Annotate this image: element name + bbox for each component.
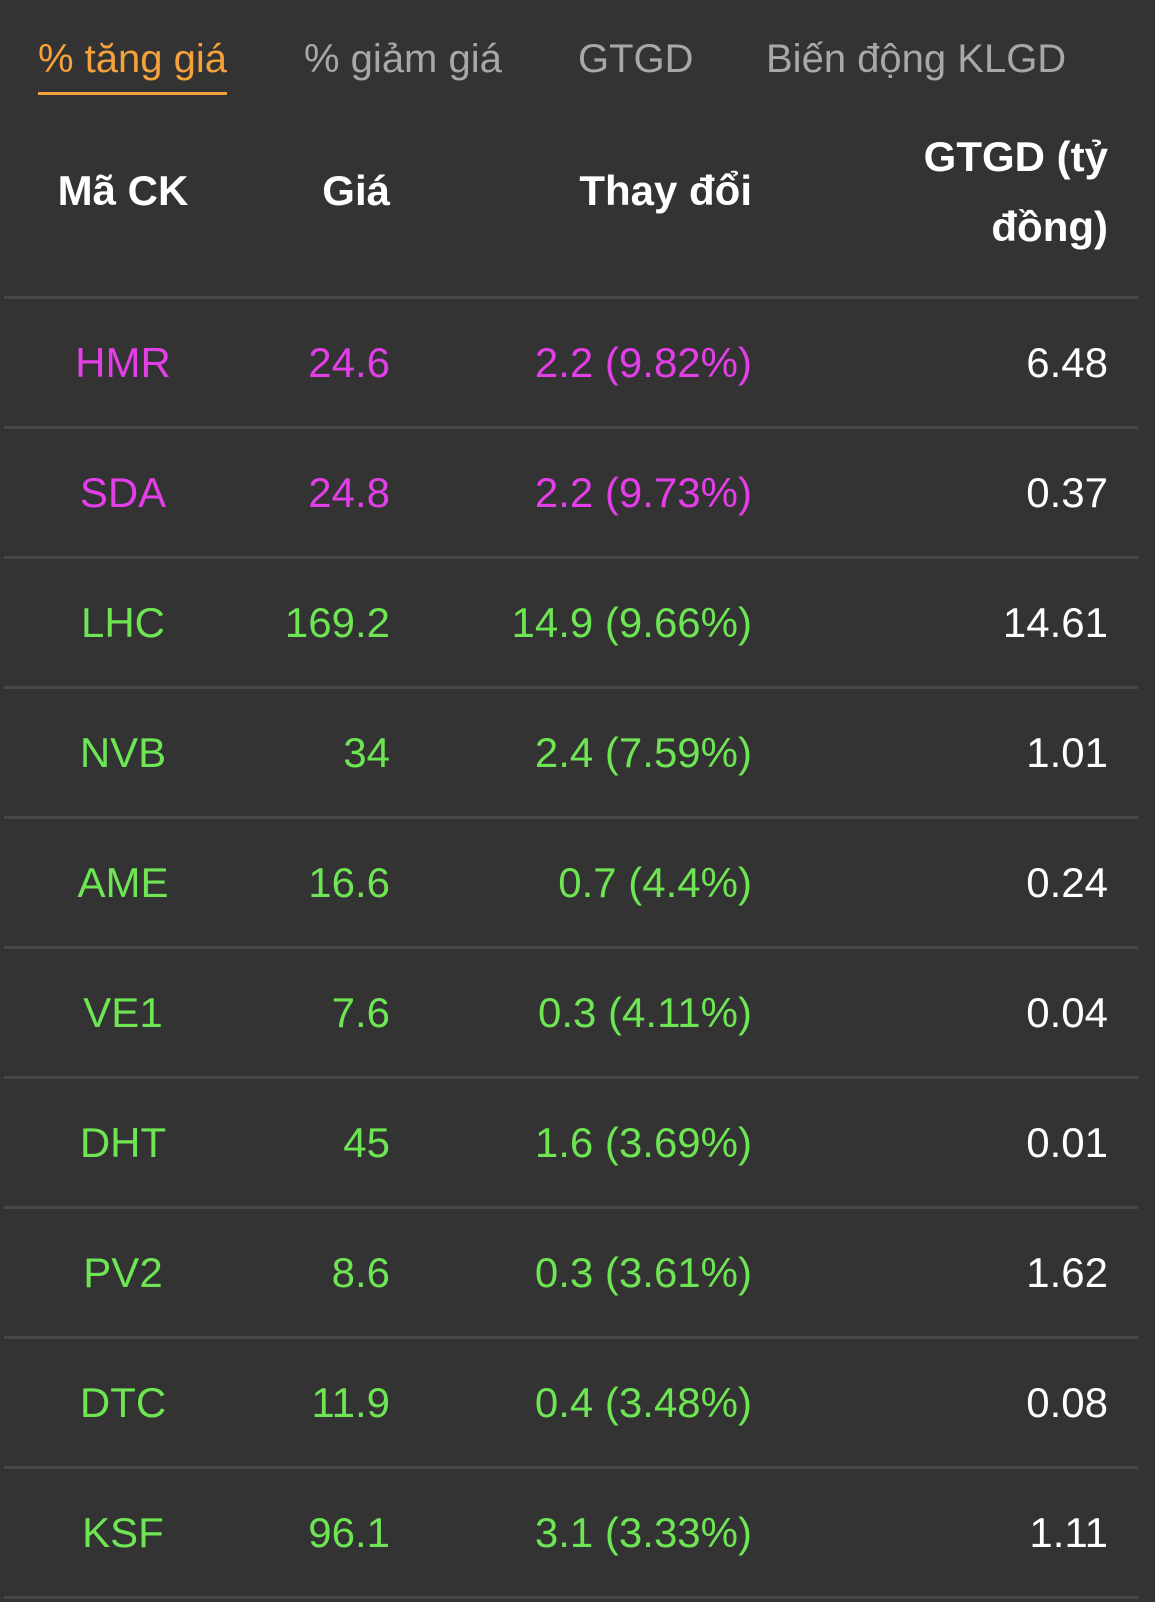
row-trading-value: 0.01 — [1026, 1119, 1108, 1166]
row-price: 24.8 — [308, 469, 390, 516]
row-code: SDA — [79, 469, 167, 516]
row-price: 96.1 — [308, 1509, 390, 1556]
row-change: 3.1 (3.33%) — [534, 1509, 752, 1556]
row-price: 34 — [343, 729, 390, 776]
row-trading-value: 0.24 — [1026, 859, 1108, 906]
row-trading-value: 1.62 — [1026, 1249, 1108, 1296]
row-change: 2.4 (7.59%) — [534, 729, 752, 776]
row-trading-value: 1.11 — [1029, 1509, 1108, 1556]
tab-trading-value[interactable]: GTGD — [578, 36, 694, 82]
row-price: 24.6 — [308, 339, 390, 386]
active-tab-underline — [38, 92, 228, 95]
row-code: DHT — [79, 1119, 167, 1166]
row-code: PV2 — [83, 1249, 163, 1296]
header-code[interactable]: Mã CK — [57, 167, 189, 214]
row-change: 0.3 (4.11%) — [538, 989, 752, 1036]
tab-price-increase-label: % tăng giá — [38, 37, 228, 81]
header-price[interactable]: Giá — [322, 167, 390, 214]
row-trading-value: 6.48 — [1026, 339, 1108, 386]
row-change: 0.4 (3.48%) — [534, 1379, 752, 1426]
row-code: HMR — [75, 339, 171, 386]
tab-price-decrease[interactable]: % giảm giá — [304, 36, 502, 82]
row-trading-value: 0.37 — [1026, 469, 1108, 516]
row-code: NVB — [79, 729, 167, 776]
row-code: AME — [77, 859, 169, 906]
row-price: 16.6 — [308, 859, 390, 906]
table-row[interactable]: AME 16.6 0.7 (4.4%) 0.24 — [4, 819, 1138, 949]
row-price: 169.2 — [284, 599, 390, 646]
row-change: 0.7 (4.4%) — [558, 859, 752, 906]
tab-price-decrease-label: % giảm giá — [304, 37, 502, 81]
tab-volume-change[interactable]: Biến động KLGD — [766, 36, 1066, 82]
row-change: 14.9 (9.66%) — [511, 599, 752, 646]
tab-volume-change-label: Biến động KLGD — [766, 37, 1067, 81]
table-header: Mã CK Giá Thay đổi GTGD (tỷ đồng) — [4, 120, 1138, 299]
row-trading-value: 0.04 — [1026, 989, 1108, 1036]
table-row[interactable]: DTC 11.9 0.4 (3.48%) 0.08 — [4, 1339, 1138, 1469]
table-row[interactable]: KSF 96.1 3.1 (3.33%) 1.11 — [4, 1469, 1138, 1599]
row-price: 45 — [343, 1119, 390, 1166]
row-change: 2.2 (9.73%) — [534, 469, 752, 516]
row-code: VE1 — [83, 989, 163, 1036]
table-row[interactable]: LHC 169.2 14.9 (9.66%) 14.61 — [4, 559, 1138, 689]
row-change: 1.6 (3.69%) — [534, 1119, 752, 1166]
top-gainers-table: Mã CK Giá Thay đổi GTGD (tỷ đồng) HMR 24… — [4, 120, 1138, 1599]
header-change[interactable]: Thay đổi — [579, 167, 752, 214]
row-trading-value: 14.61 — [1002, 599, 1108, 646]
row-price: 7.6 — [331, 989, 390, 1036]
row-code: LHC — [80, 599, 166, 646]
row-change: 0.3 (3.61%) — [534, 1249, 752, 1296]
table-row[interactable]: VE1 7.6 0.3 (4.11%) 0.04 — [4, 949, 1138, 1079]
tab-trading-value-label: GTGD — [578, 37, 694, 81]
table-body: HMR 24.6 2.2 (9.82%) 6.48 SDA 24.8 2.2 (… — [4, 299, 1138, 1599]
table-row[interactable]: SDA 24.8 2.2 (9.73%) 0.37 — [4, 429, 1138, 559]
table-row[interactable]: HMR 24.6 2.2 (9.82%) 6.48 — [4, 299, 1138, 429]
row-trading-value: 0.08 — [1026, 1379, 1108, 1426]
header-trading-value[interactable]: GTGD (tỷ đồng) — [923, 133, 1108, 250]
tab-bar: % tăng giá % giảm giá GTGD Biến động KLG… — [0, 0, 1155, 110]
table-row[interactable]: NVB 34 2.4 (7.59%) 1.01 — [4, 689, 1138, 819]
row-code: KSF — [82, 1509, 164, 1556]
row-trading-value: 1.01 — [1026, 729, 1108, 776]
row-price: 11.9 — [311, 1379, 390, 1426]
table-row[interactable]: PV2 8.6 0.3 (3.61%) 1.62 — [4, 1209, 1138, 1339]
row-change: 2.2 (9.82%) — [534, 339, 752, 386]
tab-price-increase[interactable]: % tăng giá — [38, 36, 228, 95]
table-row[interactable]: DHT 45 1.6 (3.69%) 0.01 — [4, 1079, 1138, 1209]
row-price: 8.6 — [331, 1249, 390, 1296]
row-code: DTC — [79, 1379, 167, 1426]
